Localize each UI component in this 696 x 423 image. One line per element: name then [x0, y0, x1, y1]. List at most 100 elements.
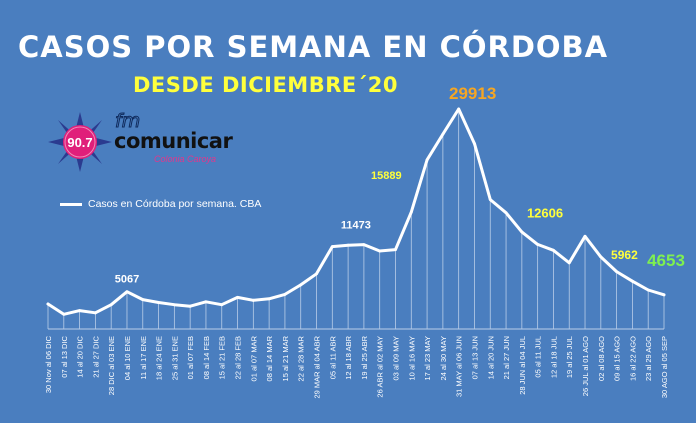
data-point: [394, 248, 397, 251]
data-point: [473, 142, 476, 146]
x-tick-label: 05 al 11 ABR: [328, 335, 337, 379]
data-point: [552, 248, 555, 252]
chart-legend: Casos en Córdoba por semana. CBA: [60, 198, 261, 210]
data-point: [425, 158, 429, 162]
x-tick-label: 08 al 14 FEB: [202, 336, 211, 379]
logo-fm: fm: [114, 110, 141, 133]
x-tick-label: 22 al 28 FEB: [234, 336, 243, 379]
data-point: [488, 198, 492, 201]
radio-logo: 90.7 fm comunicar Colonia Caroya: [48, 110, 238, 172]
x-tick-label: 14 al 20 DIC: [76, 335, 85, 377]
data-point: [78, 309, 81, 313]
data-point: [662, 293, 666, 297]
data-point: [457, 107, 461, 111]
data-point: [188, 304, 192, 308]
data-point: [204, 300, 208, 304]
data-label: 29913: [449, 84, 496, 103]
data-point: [299, 283, 303, 287]
x-tick-label: 28 DIC al 03 ENE: [107, 336, 116, 395]
legend-line-swatch: [60, 202, 82, 206]
x-tick-label: 05 al 11 JUL: [534, 336, 543, 378]
data-point: [362, 243, 366, 247]
x-tick-label: 11 al 17 ENE: [139, 336, 148, 380]
data-label: 12606: [527, 205, 563, 220]
data-point: [615, 270, 619, 274]
data-point: [646, 288, 650, 292]
x-tick-label: 23 al 29 AGO: [644, 336, 653, 381]
data-label: 4653: [647, 251, 685, 270]
x-tick-label: 26 ABR al 02 MAY: [376, 336, 385, 398]
x-tick-label: 26 JUL al 01 AGO: [581, 336, 590, 396]
data-point: [62, 312, 66, 316]
data-point: [93, 311, 97, 315]
data-point: [220, 303, 224, 307]
x-tick-label: 04 al 10 ENE: [123, 336, 132, 380]
x-tick-label: 07 al 13 DIC: [60, 335, 69, 377]
data-point: [172, 303, 176, 307]
x-tick-label: 22 al 28 MAR: [297, 335, 306, 381]
data-point: [599, 255, 603, 259]
chart-subtitle: DESDE DICIEMBRE´20: [133, 73, 398, 97]
data-point: [631, 279, 634, 283]
x-tick-label: 16 al 22 AGO: [628, 336, 637, 381]
legend-series-label: Casos en Córdoba por semana. CBA: [88, 198, 262, 210]
data-point: [378, 249, 382, 253]
data-point: [441, 132, 445, 136]
x-tick-label: 30 Nov al 06 DIC: [44, 335, 53, 393]
data-point: [536, 243, 540, 246]
x-tick-label: 25 al 31 ENE: [170, 336, 179, 380]
data-point: [267, 297, 271, 301]
series-line: [46, 107, 666, 316]
data-label: 5962: [611, 248, 638, 262]
data-point: [46, 302, 50, 306]
data-point: [109, 303, 113, 307]
x-tick-label: 02 al 08 AGO: [597, 336, 606, 381]
data-point: [330, 245, 334, 249]
data-point: [409, 210, 413, 214]
logo-name: comunicar: [114, 129, 233, 153]
x-tick-label: 19 al 25 JUL: [565, 336, 574, 378]
x-tick-label: 24 al 30 MAY: [439, 336, 448, 380]
x-tick-label: 18 al 24 ENE: [155, 336, 164, 380]
data-point: [520, 230, 524, 234]
chart-title: CASOS POR SEMANA EN CÓRDOBA: [18, 30, 609, 64]
data-point: [141, 298, 145, 301]
data-label: 11473: [341, 220, 371, 232]
data-point: [567, 261, 571, 265]
logo-city: Colonia Caroya: [154, 154, 217, 164]
logo-frequency: 90.7: [67, 135, 92, 150]
data-point: [236, 295, 239, 299]
x-tick-label: 03 al 09 MAY: [391, 336, 400, 380]
x-tick-label: 12 al 18 ABR: [344, 335, 353, 379]
x-tick-label: 01 al 07 MAR: [249, 335, 258, 381]
x-tick-label: 21 al 27 JUN: [502, 336, 511, 379]
x-tick-label: 28 JUN al 04 JUL: [518, 336, 527, 395]
data-label: 15889: [371, 170, 402, 182]
x-tick-label: 19 al 25 ABR: [360, 335, 369, 379]
x-tick-label: 15 al 21 MAR: [281, 335, 290, 381]
data-point: [315, 272, 318, 276]
x-tick-label: 10 al 16 MAY: [407, 336, 416, 380]
data-point: [251, 298, 255, 302]
data-label: 5067: [115, 274, 139, 286]
x-tick-label: 09 al 15 AGO: [613, 336, 622, 381]
x-tick-label: 14 al 20 JUN: [486, 336, 495, 379]
data-point: [283, 293, 287, 296]
data-point: [504, 211, 508, 215]
x-tick-label: 31 MAY al 06 JUN: [455, 336, 464, 397]
x-tick-label: 29 MAR al 04 ABR: [313, 335, 322, 398]
x-tick-label: 12 al 18 JUL: [549, 336, 558, 378]
compass-logo-icon: 90.7: [48, 112, 112, 172]
x-tick-label: 30 AGO al 05 SEP: [660, 336, 669, 398]
x-tick-label: 07 al 13 JUN: [470, 336, 479, 379]
data-point: [346, 243, 350, 247]
data-point: [583, 234, 587, 238]
x-tick-label: 15 al 21 FEB: [218, 336, 227, 379]
x-tick-label: 21 al 27 DIC: [91, 335, 100, 377]
x-tick-label: 17 al 23 MAY: [423, 336, 432, 380]
x-tick-label: 08 al 14 MAR: [265, 335, 274, 381]
data-point: [125, 290, 129, 294]
x-tick-label: 01 al 07 FEB: [186, 336, 195, 379]
